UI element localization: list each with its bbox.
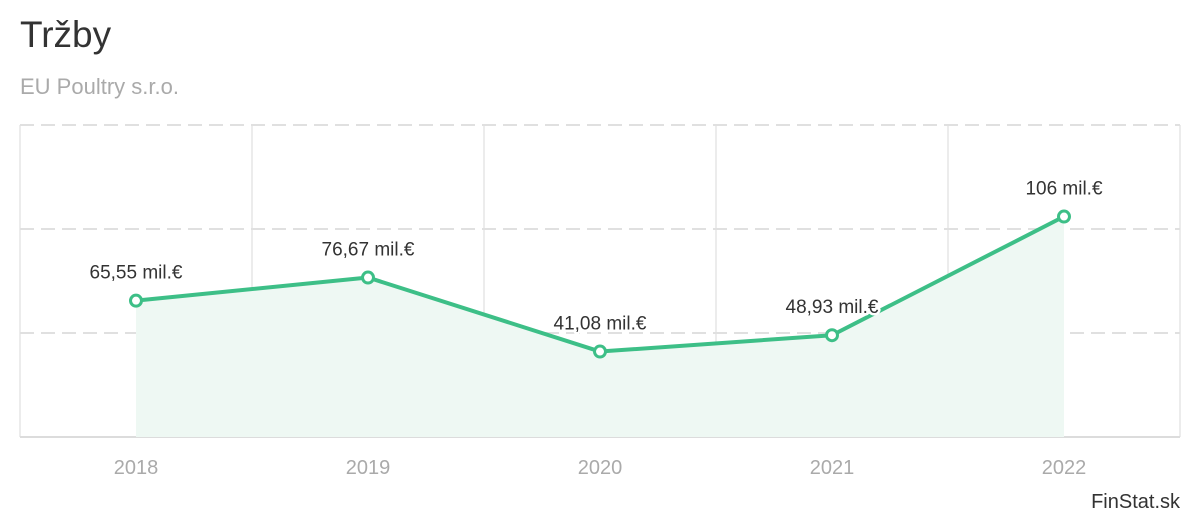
x-tick-label: 2020 bbox=[578, 457, 623, 479]
chart-title: Tržby bbox=[20, 14, 112, 55]
x-tick-label: 2019 bbox=[346, 457, 391, 479]
data-label: 48,93 mil.€ bbox=[786, 297, 879, 318]
data-point bbox=[129, 293, 143, 308]
data-label: 65,55 mil.€ bbox=[90, 263, 183, 284]
x-tick-label: 2018 bbox=[114, 457, 159, 479]
data-label: 76,67 mil.€ bbox=[322, 240, 415, 261]
area-fill bbox=[136, 216, 1064, 437]
x-tick-label: 2022 bbox=[1042, 457, 1087, 479]
x-tick-label: 2021 bbox=[810, 457, 855, 479]
chart-subtitle: EU Poultry s.r.o. bbox=[20, 74, 179, 99]
data-point bbox=[1057, 209, 1071, 224]
data-point bbox=[825, 328, 839, 343]
data-point bbox=[593, 344, 607, 359]
finstat-credit-link[interactable]: FinStat.sk bbox=[1091, 491, 1180, 513]
data-label: 106 mil.€ bbox=[1025, 179, 1103, 200]
data-point bbox=[361, 270, 375, 285]
data-label: 41,08 mil.€ bbox=[554, 314, 647, 335]
